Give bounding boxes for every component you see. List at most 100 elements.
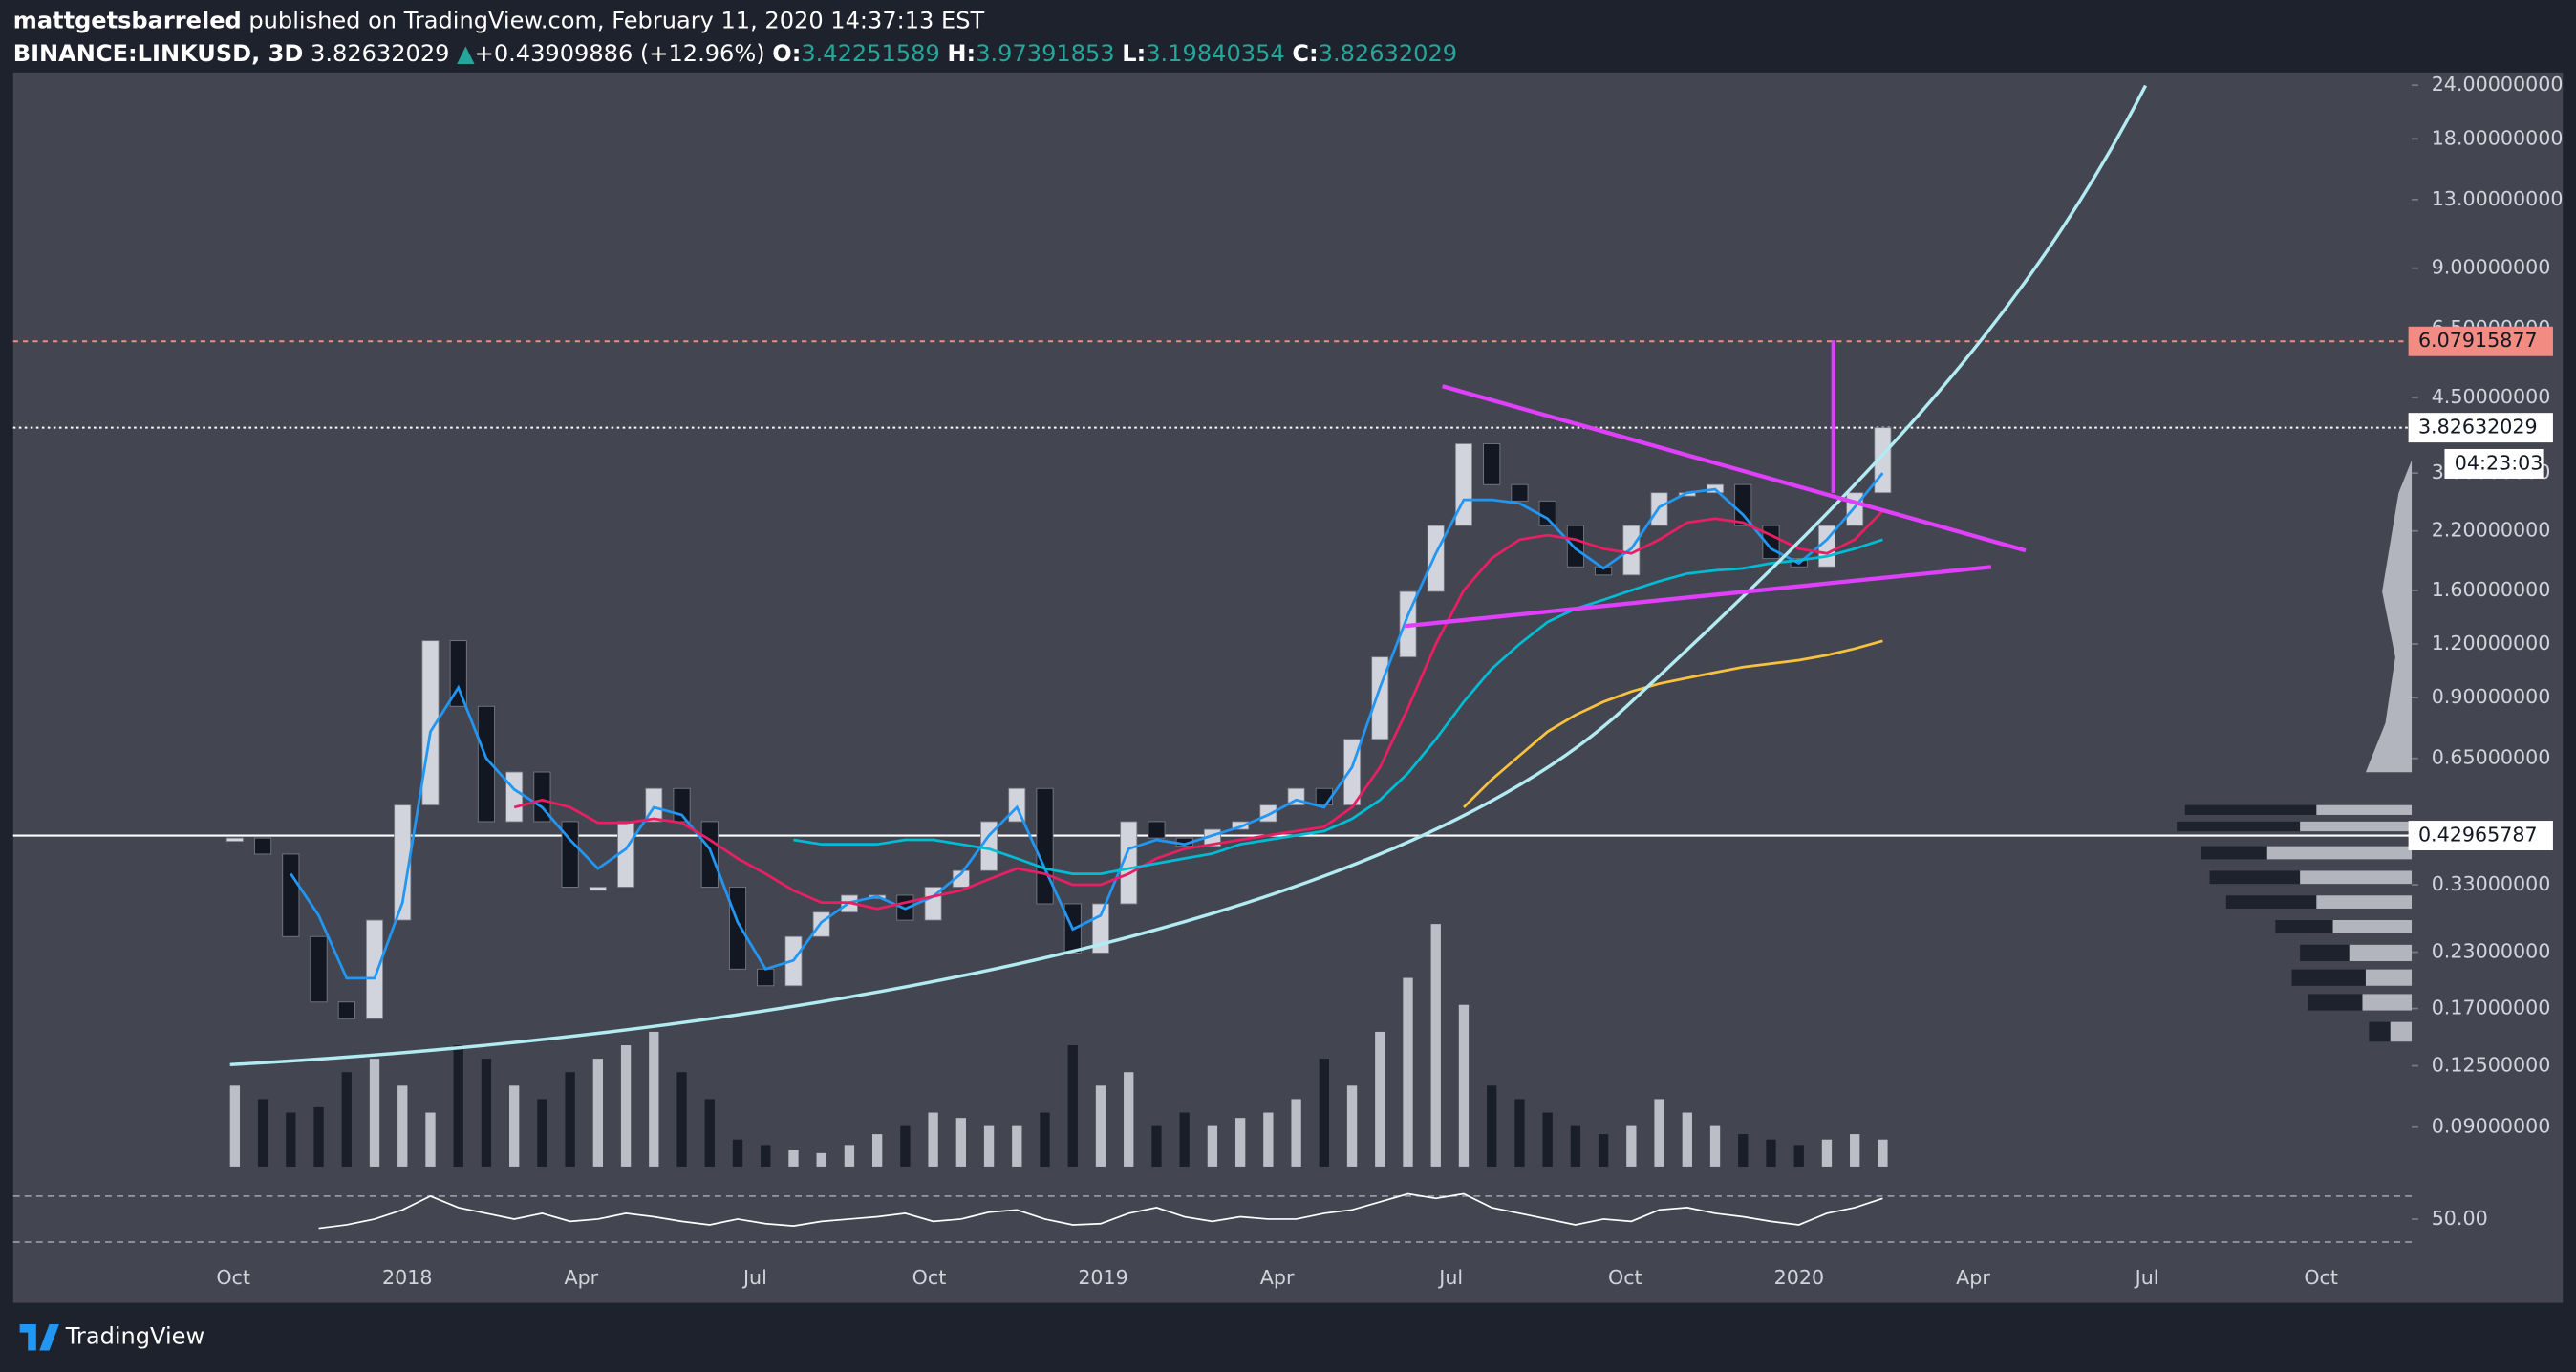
y-tick-label: 24.00000000 — [2432, 73, 2564, 96]
low-label: L: — [1122, 40, 1146, 67]
profile-bar — [2365, 969, 2413, 986]
volume-bar — [900, 1125, 911, 1167]
volume-bar — [592, 1059, 604, 1167]
candle-body — [505, 771, 524, 823]
candle-body — [225, 837, 244, 842]
candle-body — [728, 887, 747, 970]
profile-bar — [2390, 1021, 2413, 1042]
logo — [19, 1323, 59, 1351]
arrow: ▲ — [457, 40, 475, 67]
parabolic-curve — [229, 84, 2148, 1067]
candle-body — [700, 821, 719, 888]
volume-bar — [341, 1072, 352, 1167]
y-tick-label: 0.12500000 — [2432, 1054, 2551, 1077]
volume-bar — [1430, 924, 1441, 1167]
volume-bar — [1012, 1125, 1022, 1167]
volume-bar — [1738, 1134, 1749, 1167]
volume-bar — [1878, 1139, 1888, 1167]
header-line-2: BINANCE:LINKUSD, 3D 3.82632029 ▲+0.43909… — [13, 40, 1457, 67]
volume-bar — [1821, 1139, 1833, 1167]
volume-bar — [761, 1145, 771, 1167]
volume-bar — [1375, 1031, 1385, 1167]
volume-bar — [1263, 1112, 1274, 1167]
y-tick-label: 0.90000000 — [2432, 685, 2551, 708]
x-tick-label: Apr — [564, 1266, 598, 1289]
volume-bar — [1598, 1134, 1609, 1167]
volume-bar — [369, 1059, 380, 1167]
volume-bar — [425, 1112, 436, 1167]
volume-bar — [286, 1112, 296, 1167]
brand: TradingView — [65, 1323, 204, 1350]
volume-bar — [816, 1152, 826, 1167]
volume-bar — [1124, 1072, 1134, 1167]
candle-body — [561, 821, 579, 888]
candle-body — [1120, 821, 1138, 905]
open-label: O: — [772, 40, 801, 67]
volume-bar — [257, 1099, 268, 1167]
trendline — [1442, 384, 2027, 553]
author: mattgetsbarreled — [13, 8, 242, 34]
published: published on TradingView.com, February 1… — [248, 8, 984, 34]
volume-bar — [313, 1106, 324, 1167]
price-label-box — [2408, 326, 2553, 356]
footer: TradingView — [19, 1323, 204, 1351]
volume-bar — [983, 1125, 995, 1167]
candle-body — [282, 853, 300, 937]
x-tick-label: Jul — [2134, 1266, 2159, 1289]
x-tick-label: 2020 — [1774, 1266, 1825, 1289]
x-tick-label: Oct — [1608, 1266, 1642, 1289]
profile-bar — [2362, 994, 2413, 1011]
high-label: H: — [947, 40, 976, 67]
plot: 24.00000000 18.00000000 13.00000000 9.00000… — [12, 73, 2564, 1289]
y-tick-label: 1.60000000 — [2432, 578, 2551, 601]
volume-bar — [928, 1112, 938, 1167]
change: +0.43909886 (+12.96%) — [475, 40, 765, 67]
x-tick-label: 2019 — [1078, 1266, 1128, 1289]
volume-bar — [1542, 1112, 1553, 1167]
close: 3.82632029 — [1319, 40, 1457, 67]
candle-body — [394, 804, 412, 921]
profile-bar — [2177, 821, 2413, 832]
profile-bar — [2316, 895, 2413, 909]
y-tick-label: 0.23000000 — [2432, 940, 2551, 963]
price-label-box — [2408, 821, 2553, 851]
volume-bar — [1319, 1059, 1329, 1167]
volume-bar — [1346, 1085, 1358, 1167]
volume-bar — [1151, 1125, 1162, 1167]
candle-body — [757, 968, 775, 987]
x-tick-label: Oct — [216, 1266, 250, 1289]
volume-bar — [649, 1031, 659, 1167]
chart-pane — [12, 72, 2564, 1303]
y-tick-label: 4.50000000 — [2432, 385, 2551, 408]
volume-bar — [229, 1085, 241, 1167]
price-label: 3.82632029 — [2418, 416, 2538, 439]
candle-body — [254, 837, 272, 855]
high: 3.97391853 — [976, 40, 1114, 67]
profile-bar — [2300, 870, 2413, 885]
volume-bar — [844, 1145, 855, 1167]
moving-average — [513, 509, 1884, 911]
countdown: 04:23:03 — [2455, 451, 2544, 474]
volume-bar — [620, 1045, 632, 1167]
x-tick-label: Oct — [912, 1266, 947, 1289]
volume-bar — [1487, 1085, 1497, 1167]
volume-bar — [1067, 1045, 1078, 1167]
volume-bar — [1709, 1125, 1721, 1167]
volume-bar — [509, 1085, 520, 1167]
moving-average — [793, 538, 1883, 875]
close-label: C: — [1292, 40, 1318, 67]
price-label: 6.07915877 — [2418, 329, 2538, 352]
candle-body — [1148, 821, 1166, 839]
countdown-box — [2444, 448, 2544, 479]
volume-bar — [1626, 1125, 1637, 1167]
candle-body — [533, 771, 551, 823]
drawings — [229, 84, 2148, 1067]
candle-body — [1846, 492, 1864, 526]
moving-average — [1463, 639, 1883, 808]
volume-bar — [1766, 1139, 1776, 1167]
volume-bar — [704, 1099, 715, 1167]
x-tick-label: Jul — [1437, 1266, 1463, 1289]
x-tick-label: Jul — [741, 1266, 767, 1289]
